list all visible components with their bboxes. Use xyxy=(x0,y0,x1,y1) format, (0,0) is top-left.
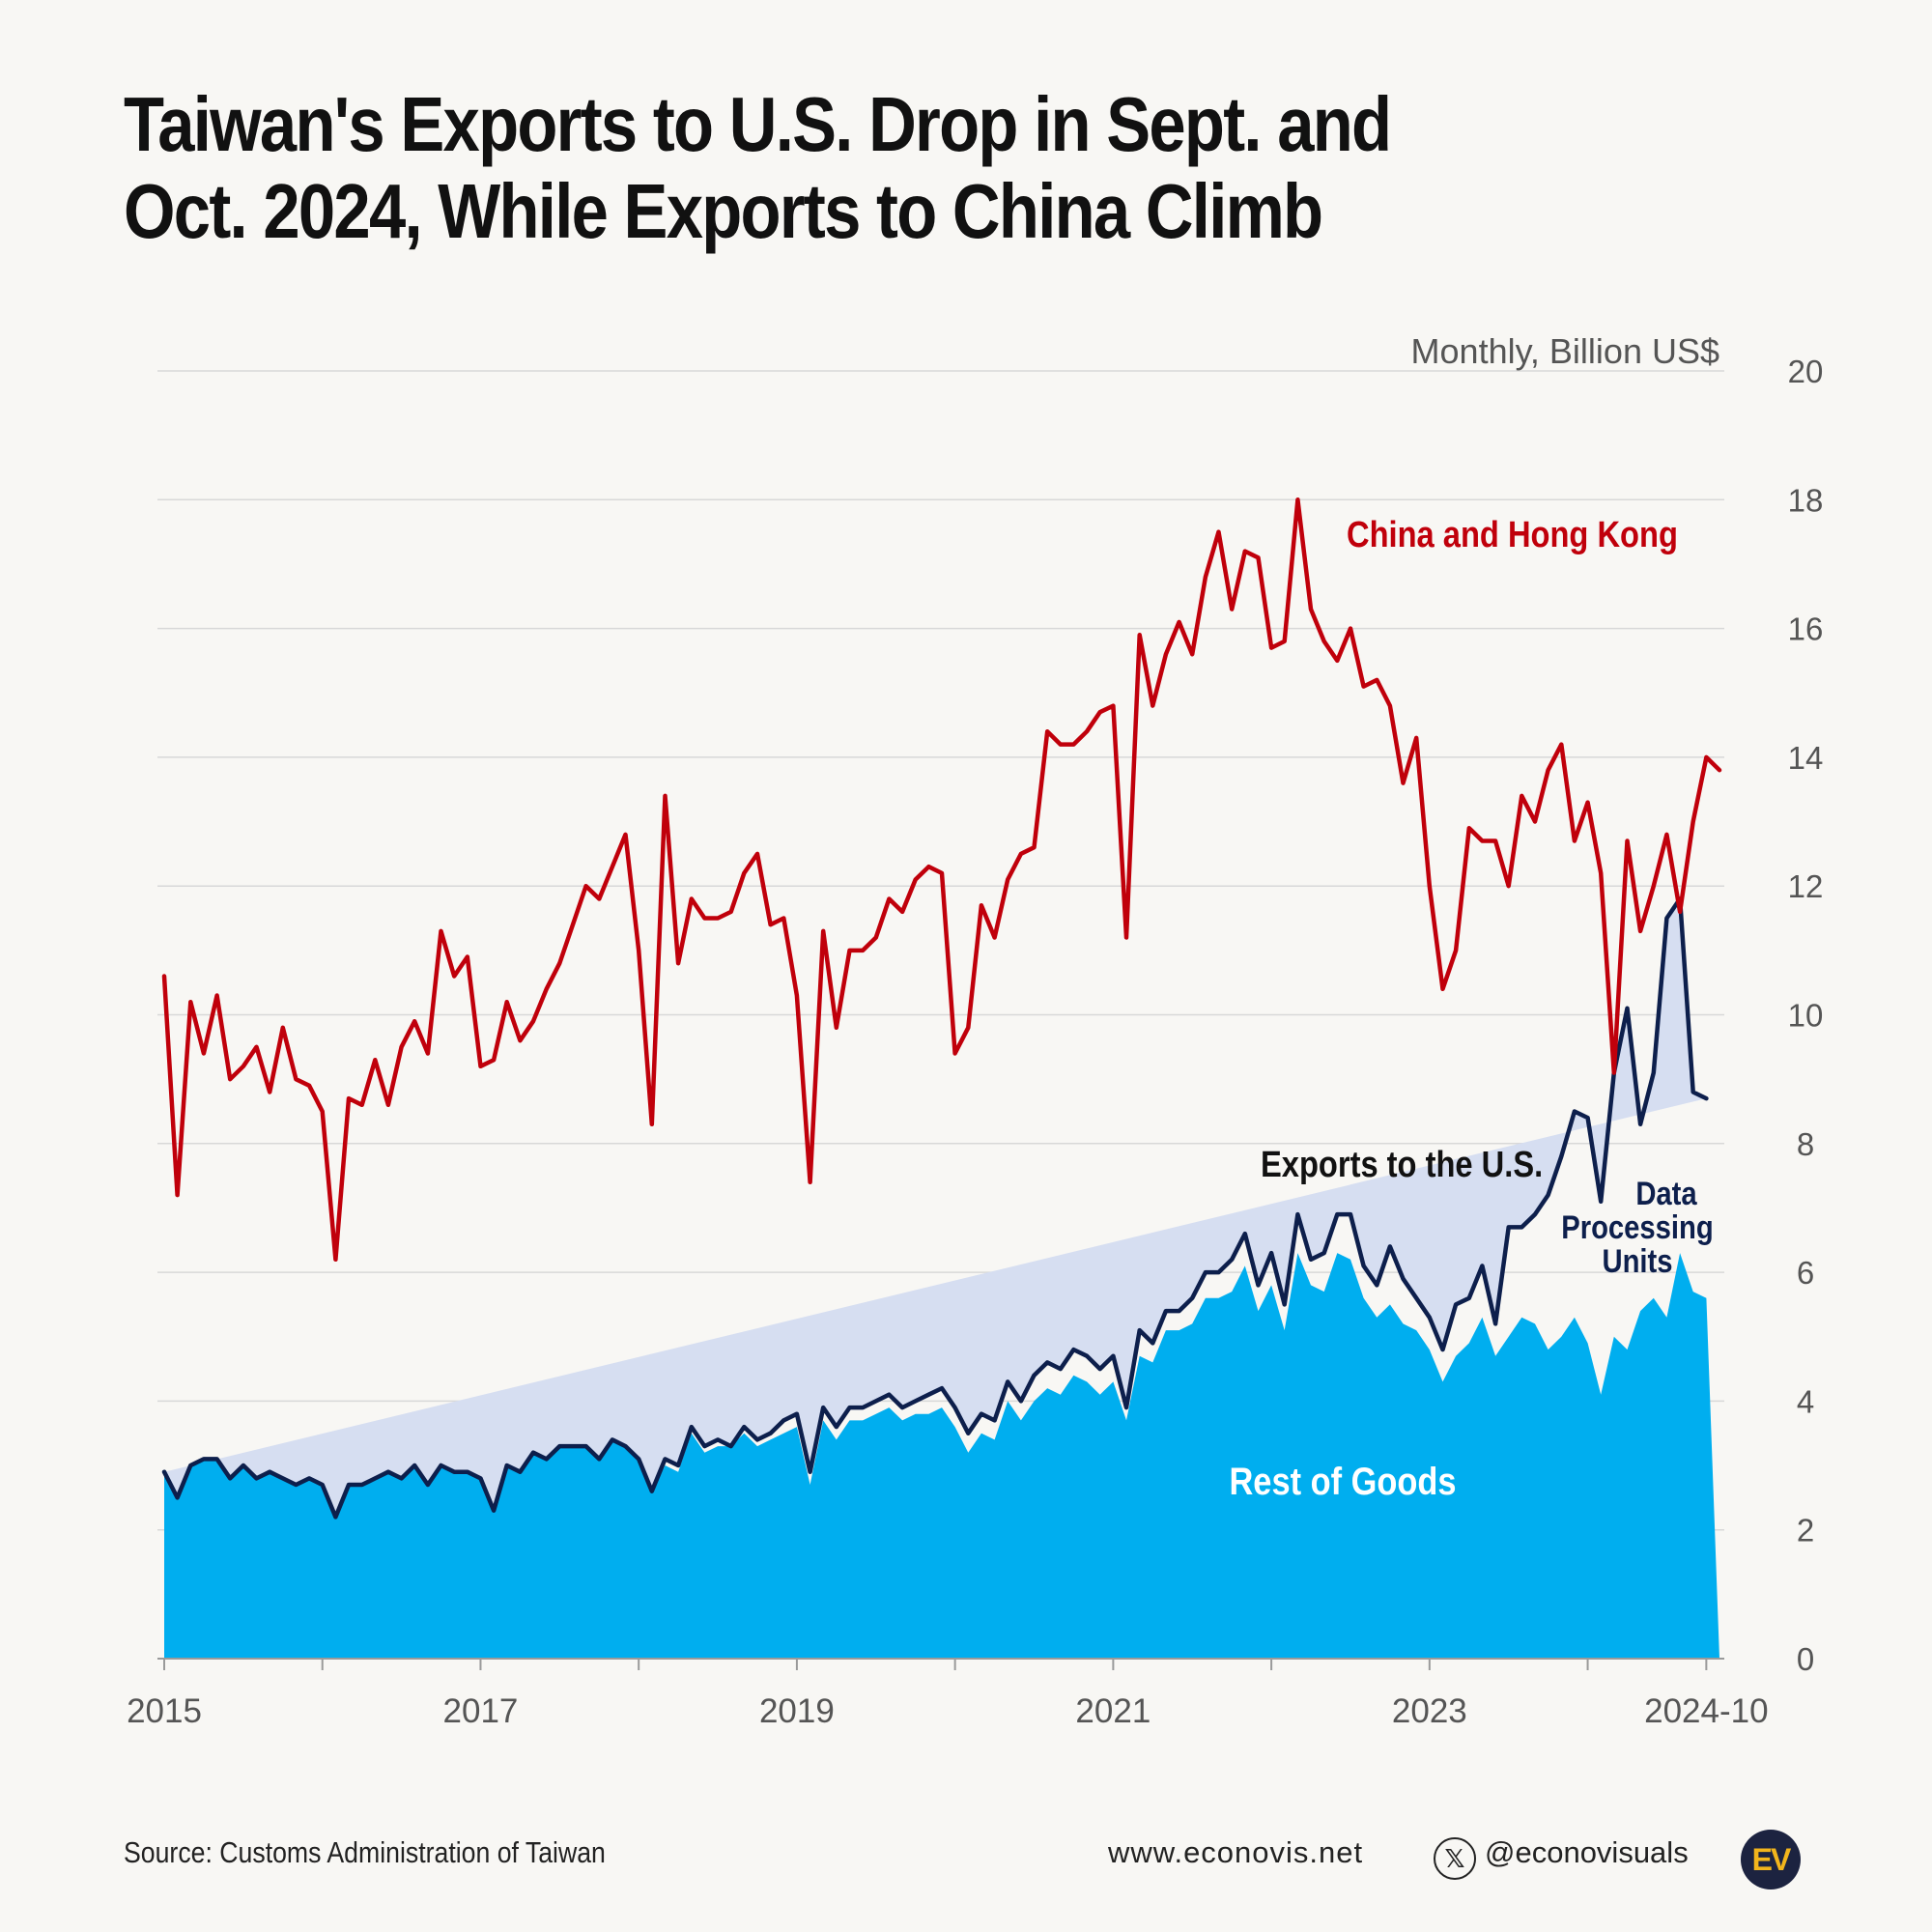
x-tick-label: 2023 xyxy=(1392,1692,1467,1730)
data-processing-area xyxy=(164,898,1707,1518)
title-line-1: Taiwan's Exports to U.S. Drop in Sept. a… xyxy=(124,81,1392,167)
y-tick-label: 16 xyxy=(1788,611,1824,647)
us-exports-line xyxy=(161,896,1709,1520)
y-tick-label: 10 xyxy=(1788,998,1824,1034)
website-link[interactable]: www.econovis.net xyxy=(1108,1835,1364,1869)
y-tick-label: 8 xyxy=(1797,1126,1814,1162)
china-hk-line xyxy=(161,497,1722,1263)
chart-title: Taiwan's Exports to U.S. Drop in Sept. a… xyxy=(124,81,1392,255)
data-processing-label-line3: Units xyxy=(1602,1242,1672,1280)
rest-of-goods-area xyxy=(164,1253,1719,1659)
data-processing-label-line1: Data xyxy=(1635,1175,1697,1212)
y-tick-label: 14 xyxy=(1788,740,1824,776)
social-handle[interactable]: @econovisuals xyxy=(1485,1835,1689,1869)
rest-of-goods-label: Rest of Goods xyxy=(1229,1460,1456,1503)
y-tick-label: 6 xyxy=(1797,1255,1814,1291)
x-tick-label: 2019 xyxy=(759,1692,835,1730)
y-tick-label: 4 xyxy=(1797,1383,1814,1419)
source-note: Source: Customs Administration of Taiwan xyxy=(124,1835,606,1869)
y-tick-label: 12 xyxy=(1788,868,1824,904)
econovis-logo-icon: EV xyxy=(1741,1830,1801,1889)
x-tick-label: 2024-10 xyxy=(1644,1692,1768,1730)
y-tick-label: 18 xyxy=(1788,482,1824,518)
title-line-2: Oct. 2024, While Exports to China Climb xyxy=(124,168,1323,254)
x-tick-label: 2015 xyxy=(127,1692,202,1730)
y-tick-label: 20 xyxy=(1788,354,1824,389)
y-tick-label: 0 xyxy=(1797,1641,1814,1677)
x-logo-icon[interactable]: 𝕏 xyxy=(1434,1837,1476,1880)
y-tick-label: 2 xyxy=(1797,1513,1814,1548)
unit-label: Monthly, Billion US$ xyxy=(1411,331,1719,371)
us-exports-label: Exports to the U.S. xyxy=(1261,1144,1543,1185)
x-tick-label: 2017 xyxy=(443,1692,519,1730)
china-label: China and Hong Kong xyxy=(1347,514,1678,555)
x-tick-label: 2021 xyxy=(1075,1692,1151,1730)
data-processing-label-line2: Processing xyxy=(1561,1208,1714,1246)
